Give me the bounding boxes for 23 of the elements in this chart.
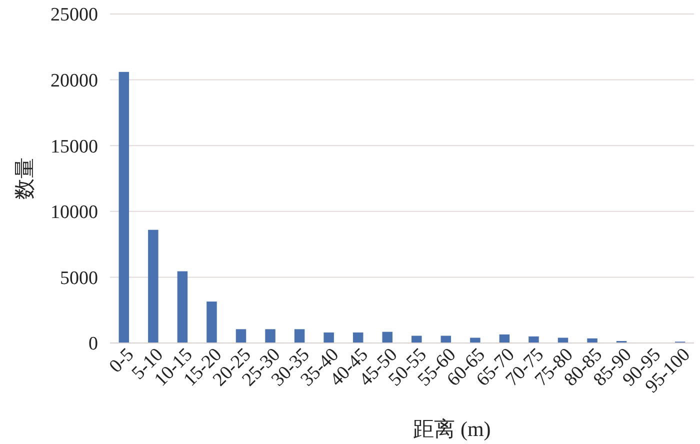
y-tick-label: 15000 xyxy=(50,136,98,158)
bar xyxy=(528,336,539,343)
bar xyxy=(412,336,422,343)
bar xyxy=(324,332,334,343)
bar xyxy=(177,271,188,343)
bar xyxy=(265,329,276,343)
y-tick-label: 10000 xyxy=(50,202,98,224)
bar xyxy=(382,332,392,343)
y-tick-label: 25000 xyxy=(50,4,98,26)
bar xyxy=(236,329,246,343)
bar xyxy=(206,302,217,343)
bar xyxy=(352,332,364,343)
x-axis-title: 距离 (m) xyxy=(413,417,491,441)
y-axis-title: 数量 xyxy=(12,158,36,200)
bar xyxy=(148,230,158,343)
bar xyxy=(558,338,568,343)
bar xyxy=(118,72,130,343)
y-tick-label: 5000 xyxy=(60,268,98,289)
bar xyxy=(470,338,480,343)
y-tick-label: 20000 xyxy=(50,70,98,92)
bar xyxy=(294,329,305,343)
bar xyxy=(499,334,510,343)
y-tick-label: 0 xyxy=(88,334,98,355)
